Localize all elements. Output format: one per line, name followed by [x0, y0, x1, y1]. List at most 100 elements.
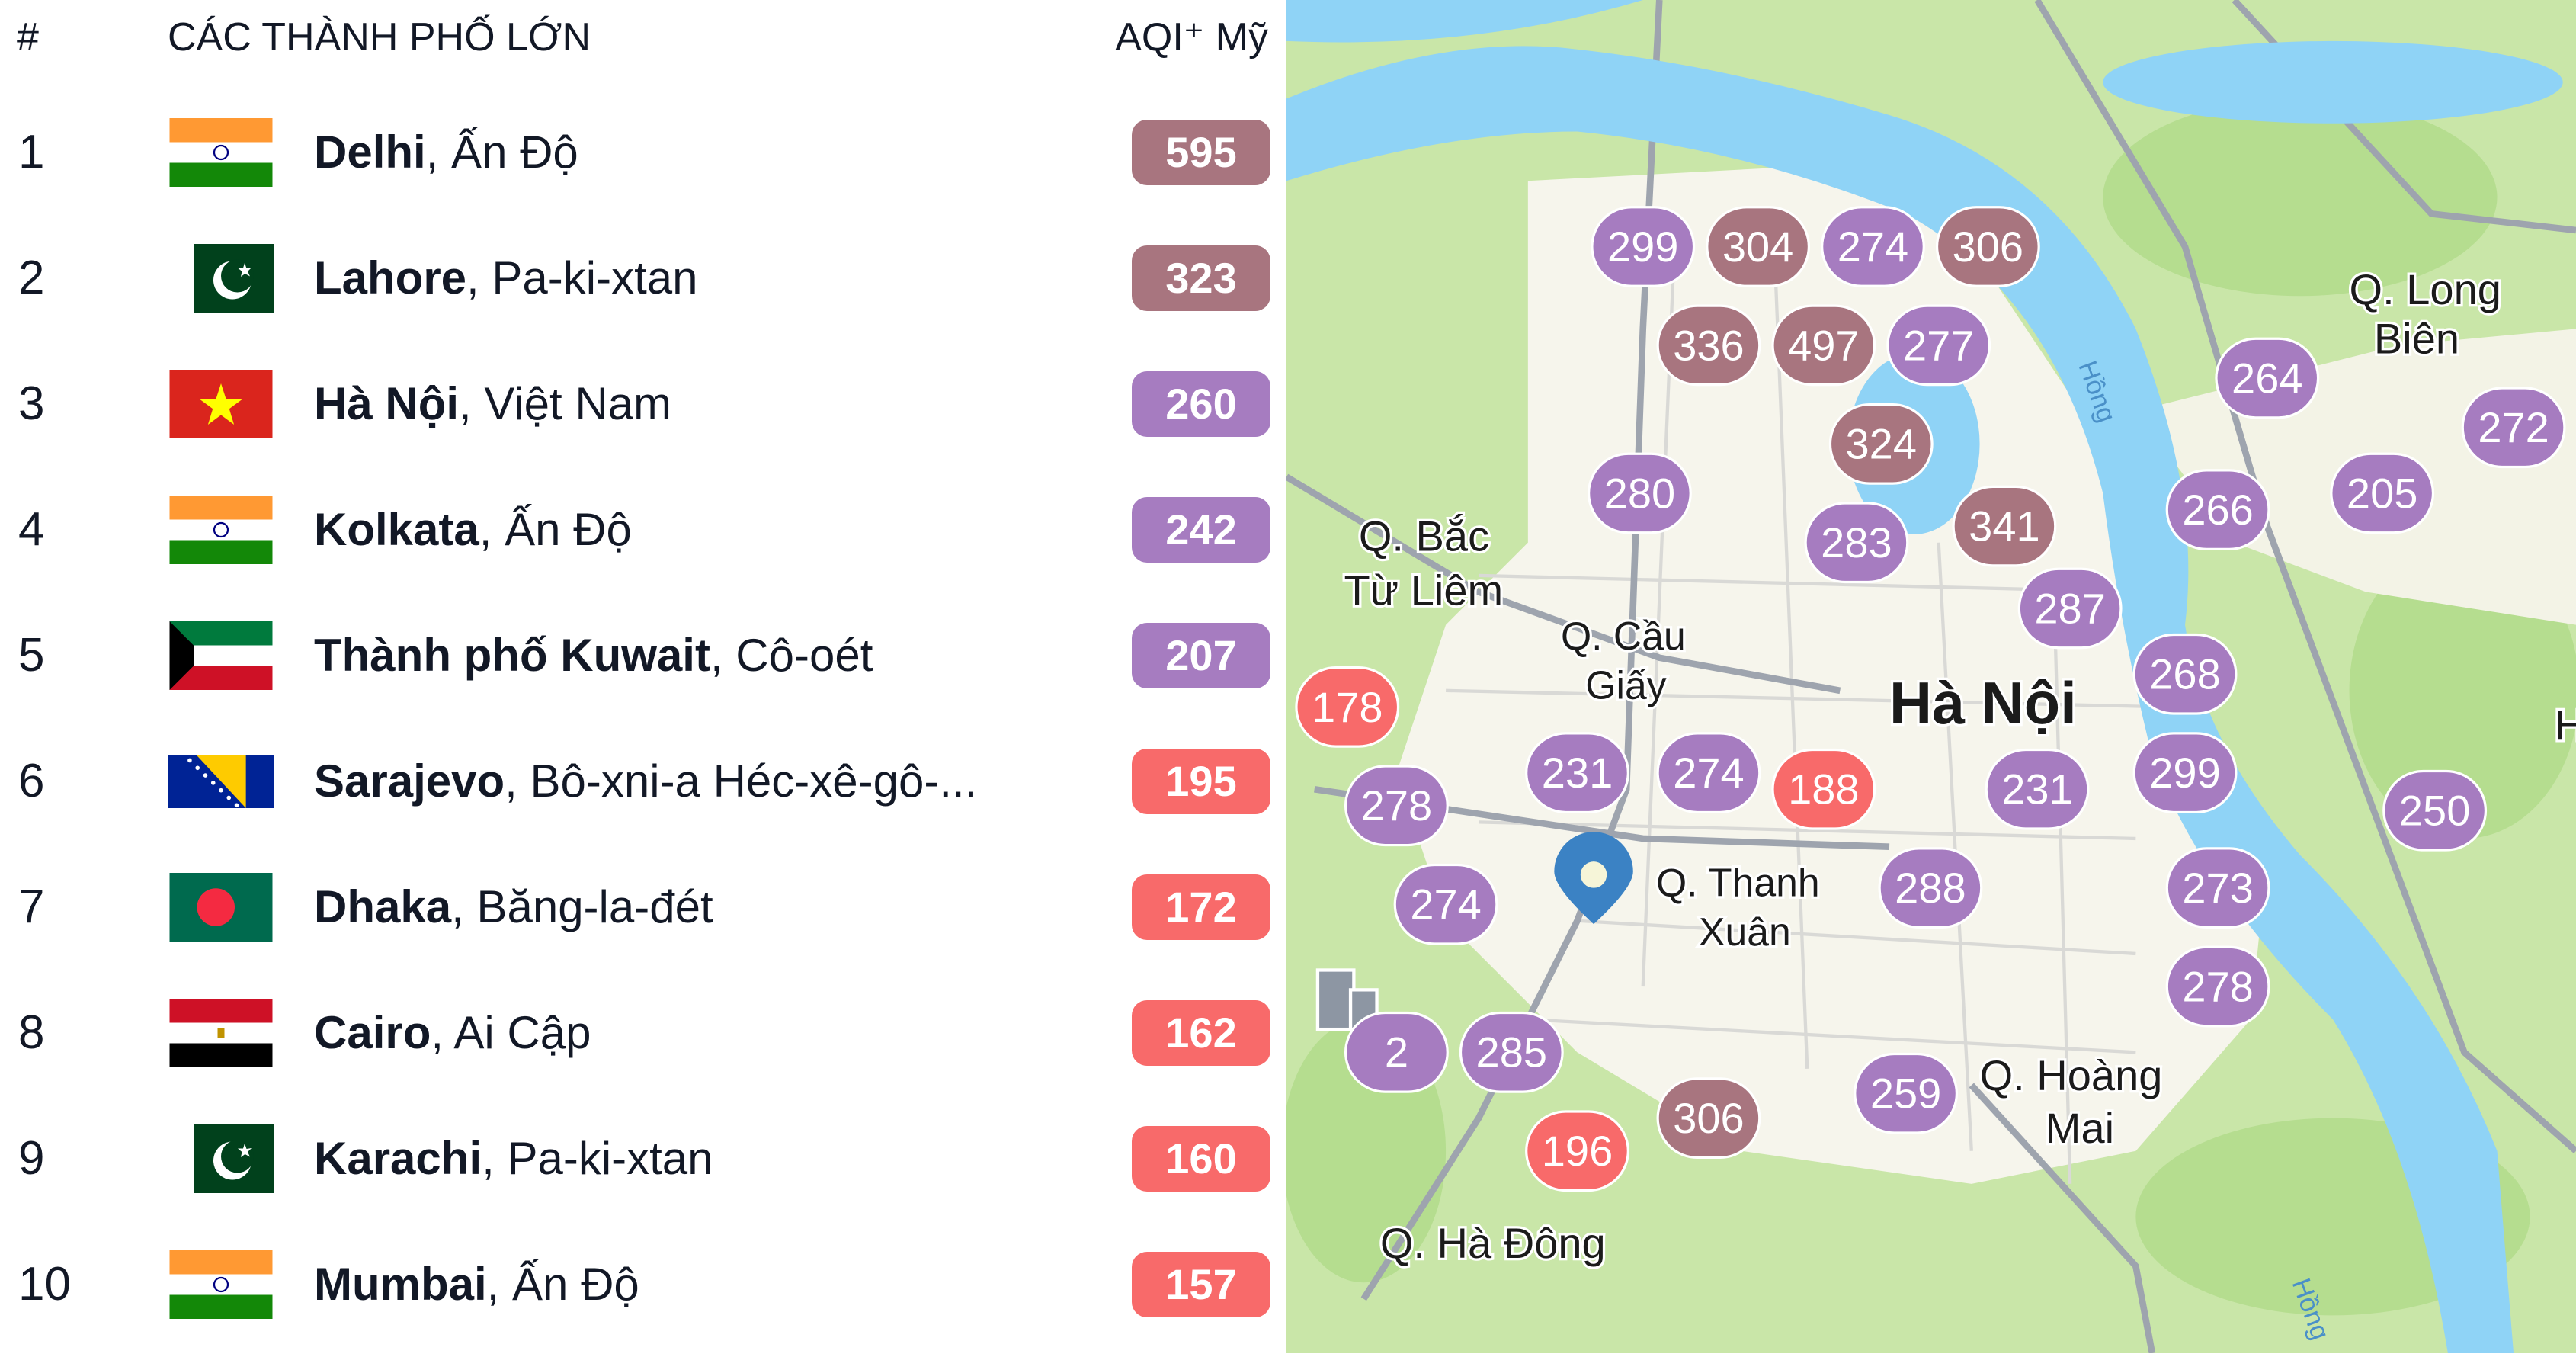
station-marker[interactable]: 278 [2165, 945, 2270, 1028]
city-name[interactable]: Hà Nội, Việt Nam [314, 358, 671, 450]
city-name[interactable]: Delhi, Ấn Độ [314, 107, 578, 198]
city-name[interactable]: Karachi, Pa-ki-xtan [314, 1113, 713, 1205]
station-marker[interactable]: 288 [1878, 847, 1983, 929]
station-marker-bubble [1656, 732, 1761, 814]
station-marker[interactable]: 274 [1821, 206, 1925, 287]
station-marker[interactable]: 231 [1985, 748, 2090, 830]
city-label: Lahore [314, 252, 467, 303]
station-marker[interactable]: 304 [1706, 206, 1811, 287]
city-row[interactable]: 4 Kolkata, Ấn Độ 242 [0, 484, 1286, 576]
station-marker[interactable]: 205 [2330, 452, 2435, 534]
aqi-badge: 595 [1132, 120, 1270, 185]
city-name[interactable]: Sarajevo, Bô-xni-a Héc-xê-gô-... [314, 736, 977, 827]
station-marker[interactable]: 306 [1935, 206, 2040, 287]
city-row[interactable]: 10 Mumbai, Ấn Độ 157 [0, 1239, 1286, 1330]
station-marker-bubble [1656, 1077, 1761, 1159]
station-marker[interactable]: 178 [1295, 666, 1400, 748]
country-label: , Băng-la-đét [451, 881, 713, 932]
station-marker[interactable]: 280 [1587, 452, 1692, 534]
station-aqi-value: 287 [2034, 584, 2105, 632]
station-marker[interactable]: 277 [1886, 304, 1991, 387]
station-aqi-value: 306 [1673, 1094, 1744, 1142]
station-marker[interactable]: 299 [2132, 732, 2238, 814]
station-marker[interactable]: 196 [1525, 1110, 1629, 1192]
station-marker[interactable]: 285 [1459, 1011, 1564, 1093]
station-aqi-value: 272 [2478, 403, 2549, 451]
map-canvas[interactable]: Q. Bắc Từ Liêm Q. Cầu Giấy Hà Nội Q. LongBiên… [1281, 0, 2576, 1354]
city-label: Cairo [314, 1007, 431, 1058]
station-marker[interactable]: 266 [2165, 469, 2270, 550]
rank-number: 6 [18, 755, 45, 807]
city-name[interactable]: Dhaka, Băng-la-đét [314, 861, 713, 953]
station-marker[interactable]: 250 [2382, 769, 2488, 852]
country-label: , Ai Cập [431, 1007, 591, 1058]
station-marker[interactable]: 336 [1656, 304, 1761, 387]
aqi-badge: 323 [1132, 245, 1270, 311]
city-name[interactable]: Lahore, Pa-ki-xtan [314, 233, 697, 324]
station-aqi-value: 278 [1361, 781, 1432, 829]
station-aqi-value: 299 [1607, 223, 1678, 271]
city-name[interactable]: Kolkata, Ấn Độ [314, 484, 632, 576]
city-row[interactable]: 5 Thành phố Kuwait, Cô-oét 207 [0, 610, 1286, 701]
city-row[interactable]: 7 Dhaka, Băng-la-đét 172 [0, 861, 1286, 953]
location-pin-icon[interactable] [1554, 832, 1633, 925]
rank-number: 3 [18, 377, 45, 430]
city-row[interactable]: 3 Hà Nội, Việt Nam 260 [0, 358, 1286, 450]
station-marker[interactable]: 283 [1804, 502, 1909, 584]
aqi-badge: 160 [1132, 1126, 1270, 1192]
city-name[interactable]: Cairo, Ai Cập [314, 987, 591, 1079]
station-aqi-value: 274 [1673, 749, 1744, 797]
station-marker-bubble [1344, 765, 1449, 847]
map-place-label: Mai [2046, 1104, 2114, 1152]
city-row[interactable]: 8 Cairo, Ai Cập 162 [0, 987, 1286, 1079]
station-marker-bubble [1804, 502, 1909, 584]
station-marker-bubble [2461, 387, 2566, 469]
map-place-label: Q. Long [2350, 265, 2501, 313]
aqi-badge: 172 [1132, 874, 1270, 940]
city-row[interactable]: 6 Sarajevo, Bô-xni-a Héc-xê-gô-... 195 [0, 736, 1286, 827]
aqi-column-header: AQI⁺ Mỹ [1115, 15, 1268, 59]
station-marker[interactable]: 278 [1344, 765, 1449, 847]
city-name[interactable]: Mumbai, Ấn Độ [314, 1239, 639, 1330]
station-aqi-value: 277 [1903, 321, 1974, 369]
rank-number: 2 [18, 252, 45, 304]
station-marker-bubble [2165, 469, 2270, 550]
station-marker[interactable]: 341 [1952, 485, 2057, 567]
station-marker[interactable]: 306 [1656, 1077, 1761, 1159]
city-row[interactable]: 1 Delhi, Ấn Độ 595 [0, 107, 1286, 198]
station-marker-bubble [1952, 485, 2057, 567]
station-marker[interactable]: 264 [2215, 337, 2320, 419]
map-place-label: Q. Cầu [1561, 614, 1686, 658]
station-marker[interactable]: 324 [1828, 403, 1934, 485]
city-row[interactable]: 2 Lahore, Pa-ki-xtan 323 [0, 233, 1286, 324]
station-marker-bubble [1886, 304, 1991, 387]
country-label: , Ấn Độ [486, 1259, 639, 1310]
station-marker[interactable]: 273 [2165, 847, 2270, 929]
station-aqi-value: 2 [1385, 1028, 1408, 1076]
station-marker-bubble [1878, 847, 1983, 929]
map-place-label: Hà Nội [1889, 671, 2077, 736]
station-marker[interactable]: 287 [2017, 567, 2123, 650]
station-marker[interactable]: 274 [1656, 732, 1761, 814]
city-ranking-panel: # CÁC THÀNH PHỐ LỚN AQI⁺ Mỹ 1 Delhi, Ấn Đ… [0, 0, 1286, 1353]
station-marker[interactable]: 231 [1525, 732, 1629, 814]
city-name[interactable]: Thành phố Kuwait, Cô-oét [314, 610, 873, 701]
station-marker[interactable]: 299 [1591, 206, 1696, 287]
station-marker[interactable]: 272 [2461, 387, 2566, 469]
city-label: Mumbai [314, 1259, 487, 1310]
aqi-map[interactable]: Q. Bắc Từ Liêm Q. Cầu Giấy Hà Nội Q. Long Biên… [1281, 0, 2576, 1354]
station-aqi-value: 306 [1953, 223, 2023, 271]
station-marker[interactable]: 259 [1854, 1052, 1959, 1134]
station-aqi-value: 280 [1604, 469, 1675, 517]
station-marker[interactable]: 274 [1393, 863, 1498, 945]
station-marker[interactable]: 497 [1771, 304, 1876, 387]
station-marker-bubble [1344, 1011, 1449, 1093]
station-marker[interactable]: 2 [1344, 1011, 1449, 1093]
city-row[interactable]: 9 Karachi, Pa-ki-xtan 160 [0, 1113, 1286, 1205]
india-flag-icon [168, 496, 274, 564]
country-label: , Ấn Độ [425, 127, 578, 178]
station-marker[interactable]: 188 [1771, 748, 1876, 830]
station-marker-bubble [2165, 847, 2270, 929]
station-marker[interactable]: 268 [2132, 633, 2238, 715]
station-aqi-value: 324 [1846, 420, 1917, 468]
